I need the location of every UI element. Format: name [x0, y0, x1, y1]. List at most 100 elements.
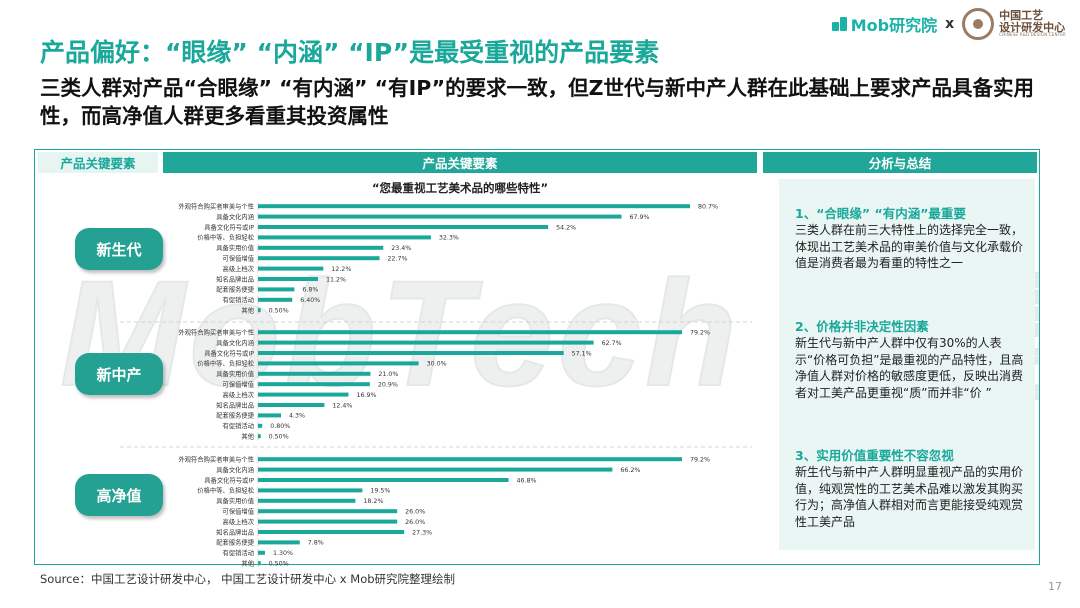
- bar: [258, 530, 405, 534]
- category-label: 具备文化符号或IP: [204, 222, 254, 231]
- data-label: 1.30%: [273, 550, 293, 557]
- data-label: 20.9%: [378, 382, 398, 389]
- category-label: 价格中等、负担轻松: [197, 233, 254, 242]
- group-label-gen-z: 新生代: [75, 228, 163, 270]
- bar: [258, 214, 622, 219]
- bar: [258, 340, 594, 345]
- data-label: 66.2%: [620, 467, 640, 474]
- category-label: 配套服务便捷: [216, 285, 254, 294]
- category-label: 可保值增值: [223, 507, 255, 516]
- chart-column-header: 产品关键要素: [163, 152, 757, 173]
- data-label: 4.3%: [289, 413, 305, 420]
- group-label-high-net-worth: 高净值: [75, 474, 163, 516]
- data-label: 79.2%: [690, 330, 710, 337]
- category-label: 价格中等、负担轻松: [197, 486, 254, 495]
- data-label: 0.50%: [269, 561, 289, 568]
- data-label: 16.9%: [356, 392, 376, 399]
- analysis-item-1: 1、“合眼缘” “有内涵”最重要 三类人群在前三大特性上的选择完全一致，体现出工…: [795, 205, 1027, 272]
- bar: [258, 297, 293, 302]
- data-label: 27.3%: [412, 529, 432, 536]
- category-label: 有促销活动: [223, 548, 254, 557]
- category-label: 外观符合购买者审美与个性: [178, 328, 254, 337]
- data-label: 80.7%: [698, 204, 718, 211]
- category-label: 知名品牌出品: [216, 400, 254, 409]
- bar: [258, 287, 295, 292]
- bar: [258, 371, 371, 376]
- bar: [258, 277, 318, 281]
- analysis-body-3: 新生代与新中产人群明显重视产品的实用价值，纯观赏性的工艺美术品难以激发其购买行为…: [795, 465, 1024, 529]
- category-label: 具备实用价值: [216, 243, 254, 252]
- analysis-body-1: 三类人群在前三大特性上的选择完全一致，体现出工艺美术品的审美价值与文化承载价值是…: [795, 223, 1024, 270]
- category-label: 价格中等、负担轻松: [197, 359, 254, 368]
- bar: [258, 351, 564, 355]
- bar: [258, 467, 613, 472]
- category-label: 具备实用价值: [216, 369, 254, 378]
- category-label: 知名品牌出品: [216, 527, 254, 536]
- analysis-heading-3: 3、实用价值重要性不容忽视: [795, 448, 954, 463]
- group-label-new-middle-class: 新中产: [75, 353, 163, 395]
- cn-logo-line2: 设计研发中心: [999, 20, 1066, 34]
- data-label: 23.4%: [391, 245, 411, 252]
- cn-design-center-logo: 中国工艺 设计研发中心 CHINESE R&D DESIGN CENTER: [962, 8, 1066, 40]
- content-panel: [34, 149, 1040, 565]
- data-label: 54.2%: [556, 224, 576, 231]
- analysis-panel: 1、“合眼缘” “有内涵”最重要 三类人群在前三大特性上的选择完全一致，体现出工…: [779, 179, 1035, 550]
- data-label: 21.0%: [378, 371, 398, 378]
- category-label: 有促销活动: [223, 295, 254, 304]
- bar: [258, 550, 265, 555]
- analysis-item-2: 2、价格并非决定性因素 新生代与新中产人群中仅有30%的人表示“价格可负担”是最…: [795, 318, 1027, 401]
- data-label: 30.0%: [427, 361, 447, 368]
- category-label: 其他: [241, 559, 254, 568]
- data-label: 26.0%: [405, 519, 425, 526]
- category-label: 有促销活动: [223, 421, 254, 430]
- bar: [258, 361, 419, 366]
- cn-logo-line3: CHINESE R&D DESIGN CENTER: [999, 32, 1066, 38]
- data-label: 79.2%: [690, 457, 710, 464]
- category-label: 具备文化符号或IP: [204, 475, 254, 484]
- data-label: 11.2%: [326, 276, 346, 283]
- page-title: 产品偏好：“眼缘” “内涵” “IP”是最受重视的产品要素: [40, 38, 660, 67]
- page-number: 17: [1048, 580, 1062, 593]
- mob-logo-text: Mob研究院: [850, 16, 938, 35]
- analysis-column-header: 分析与总结: [763, 152, 1037, 173]
- bar: [258, 413, 282, 418]
- data-label: 32.3%: [439, 235, 459, 242]
- data-label: 57.1%: [572, 350, 592, 357]
- bar: [258, 382, 370, 387]
- category-label: 知名品牌出品: [216, 274, 254, 283]
- analysis-heading-2: 2、价格并非决定性因素: [795, 319, 929, 334]
- data-label: 62.7%: [602, 340, 622, 347]
- category-label: 高级上档次: [223, 517, 255, 526]
- category-label: 具备实用价值: [216, 496, 254, 505]
- category-label: 外观符合购买者审美与个性: [178, 202, 254, 211]
- category-label: 具备文化内涵: [216, 212, 254, 221]
- page-subtitle: 三类人群对产品“合眼缘” “有内涵” “有IP”的要求一致，但Z世代与新中产人群…: [40, 76, 1035, 128]
- data-label: 6.8%: [302, 287, 318, 294]
- category-label: 可保值增值: [223, 380, 255, 389]
- bar: [258, 308, 261, 313]
- bar: [258, 540, 300, 545]
- bar: [258, 478, 509, 482]
- category-label: 配套服务便捷: [216, 538, 254, 547]
- mob-logo: Mob研究院: [831, 12, 938, 36]
- bar: [258, 509, 398, 514]
- mob-logo-icon: [831, 17, 848, 31]
- bar: [258, 225, 549, 229]
- data-label: 6.40%: [300, 297, 320, 304]
- category-label: 配套服务便捷: [216, 411, 254, 420]
- category-label: 外观符合购买者审美与个性: [178, 455, 254, 464]
- bar: [258, 561, 261, 566]
- source-note: Source：中国工艺设计研发中心， 中国工艺设计研发中心 x Mob研究院整理…: [40, 572, 456, 586]
- bar: [258, 256, 380, 261]
- data-label: 18.2%: [363, 498, 383, 505]
- bar: [258, 235, 431, 240]
- data-label: 19.5%: [370, 488, 390, 495]
- bar: [258, 392, 349, 397]
- left-column-header: 产品关键要素: [38, 152, 158, 173]
- analysis-heading-1: 1、“合眼缘” “有内涵”最重要: [795, 206, 966, 221]
- category-label: 其他: [241, 432, 254, 441]
- bar: [258, 434, 261, 439]
- analysis-item-3: 3、实用价值重要性不容忽视 新生代与新中产人群明显重视产品的实用价值，纯观赏性的…: [795, 447, 1027, 530]
- bar: [258, 204, 690, 209]
